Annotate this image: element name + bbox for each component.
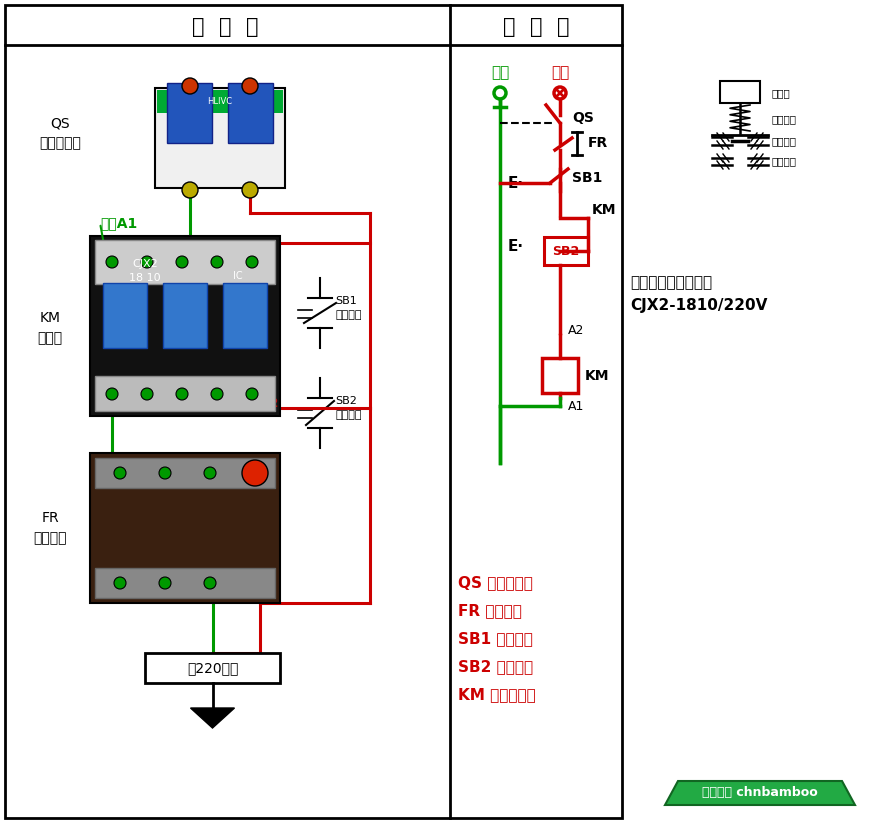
Polygon shape xyxy=(665,781,855,805)
Text: KM 交流接触器: KM 交流接触器 xyxy=(458,687,536,703)
Text: QS
空气断路器: QS 空气断路器 xyxy=(39,116,81,150)
Text: QS: QS xyxy=(572,111,594,125)
Text: E·: E· xyxy=(508,239,524,253)
Circle shape xyxy=(242,460,268,486)
Bar xyxy=(95,240,275,284)
Text: 零线: 零线 xyxy=(491,66,509,81)
Circle shape xyxy=(141,256,153,268)
Circle shape xyxy=(106,388,118,400)
Text: A2: A2 xyxy=(568,323,584,337)
Text: 常开触头: 常开触头 xyxy=(772,156,797,166)
Circle shape xyxy=(176,256,188,268)
Text: CJX2-1810/220V: CJX2-1810/220V xyxy=(630,297,767,313)
Bar xyxy=(103,283,147,348)
Text: KM: KM xyxy=(585,369,610,383)
Text: 复位弹簧: 复位弹簧 xyxy=(772,114,797,124)
Text: IC: IC xyxy=(233,271,243,281)
Circle shape xyxy=(114,577,126,589)
Text: HLIVC: HLIVC xyxy=(207,96,233,105)
Circle shape xyxy=(159,577,171,589)
Text: SB2
启动按鈕: SB2 启动按鈕 xyxy=(335,397,362,420)
Text: QS 空气断路器: QS 空气断路器 xyxy=(458,575,533,590)
Text: KM: KM xyxy=(592,203,616,217)
Text: 原  理  图: 原 理 图 xyxy=(503,17,569,37)
Bar xyxy=(720,81,760,103)
Circle shape xyxy=(204,467,216,479)
Bar xyxy=(5,5,622,818)
Text: 线圈A2: 线圈A2 xyxy=(245,397,278,410)
Polygon shape xyxy=(190,708,235,728)
Text: 常闭触头: 常闭触头 xyxy=(772,136,797,146)
Bar xyxy=(95,376,275,411)
Circle shape xyxy=(242,182,258,198)
Text: 火线: 火线 xyxy=(551,66,569,81)
Circle shape xyxy=(182,182,198,198)
Bar xyxy=(155,88,285,188)
Text: 接220电机: 接220电机 xyxy=(187,661,238,675)
Circle shape xyxy=(106,256,118,268)
Text: FR 热继电器: FR 热继电器 xyxy=(458,603,522,619)
Text: CJX2
18 10: CJX2 18 10 xyxy=(129,259,161,282)
Bar xyxy=(90,236,280,416)
Circle shape xyxy=(246,388,258,400)
Circle shape xyxy=(211,256,223,268)
Text: 按鈕帽: 按鈕帽 xyxy=(772,88,790,98)
Circle shape xyxy=(114,467,126,479)
Text: SB2: SB2 xyxy=(552,244,580,258)
Bar xyxy=(90,453,280,603)
Text: FR: FR xyxy=(588,136,608,150)
Text: KM
接触器: KM 接触器 xyxy=(37,311,62,345)
Text: FR
热继电器: FR 热继电器 xyxy=(33,511,67,545)
Text: SB2 启动按鈕: SB2 启动按鈕 xyxy=(458,659,533,675)
Bar xyxy=(544,237,588,265)
Circle shape xyxy=(246,256,258,268)
Circle shape xyxy=(204,577,216,589)
Text: 实  物  图: 实 物 图 xyxy=(192,17,258,37)
Circle shape xyxy=(182,78,198,94)
Text: SB1 停止按鈕: SB1 停止按鈕 xyxy=(458,631,533,647)
Circle shape xyxy=(159,467,171,479)
Text: E·: E· xyxy=(508,175,524,190)
Bar xyxy=(228,83,273,143)
Bar xyxy=(157,90,283,113)
Bar xyxy=(163,283,207,348)
Circle shape xyxy=(176,388,188,400)
Bar xyxy=(223,283,267,348)
Text: SB1
停止按鈕: SB1 停止按鈕 xyxy=(335,296,362,319)
Text: A1: A1 xyxy=(568,399,584,412)
Text: 百度知道 chnbamboo: 百度知道 chnbamboo xyxy=(702,787,818,799)
Circle shape xyxy=(211,388,223,400)
Circle shape xyxy=(242,78,258,94)
Bar xyxy=(145,653,280,683)
Bar xyxy=(95,568,275,598)
Text: SB1: SB1 xyxy=(572,171,603,185)
Text: 注：交流接触器选用: 注：交流接触器选用 xyxy=(630,276,712,291)
Bar xyxy=(542,358,578,393)
Bar xyxy=(167,83,212,143)
Bar xyxy=(95,458,275,488)
Text: 线圈A1: 线圈A1 xyxy=(100,216,137,230)
Circle shape xyxy=(141,388,153,400)
